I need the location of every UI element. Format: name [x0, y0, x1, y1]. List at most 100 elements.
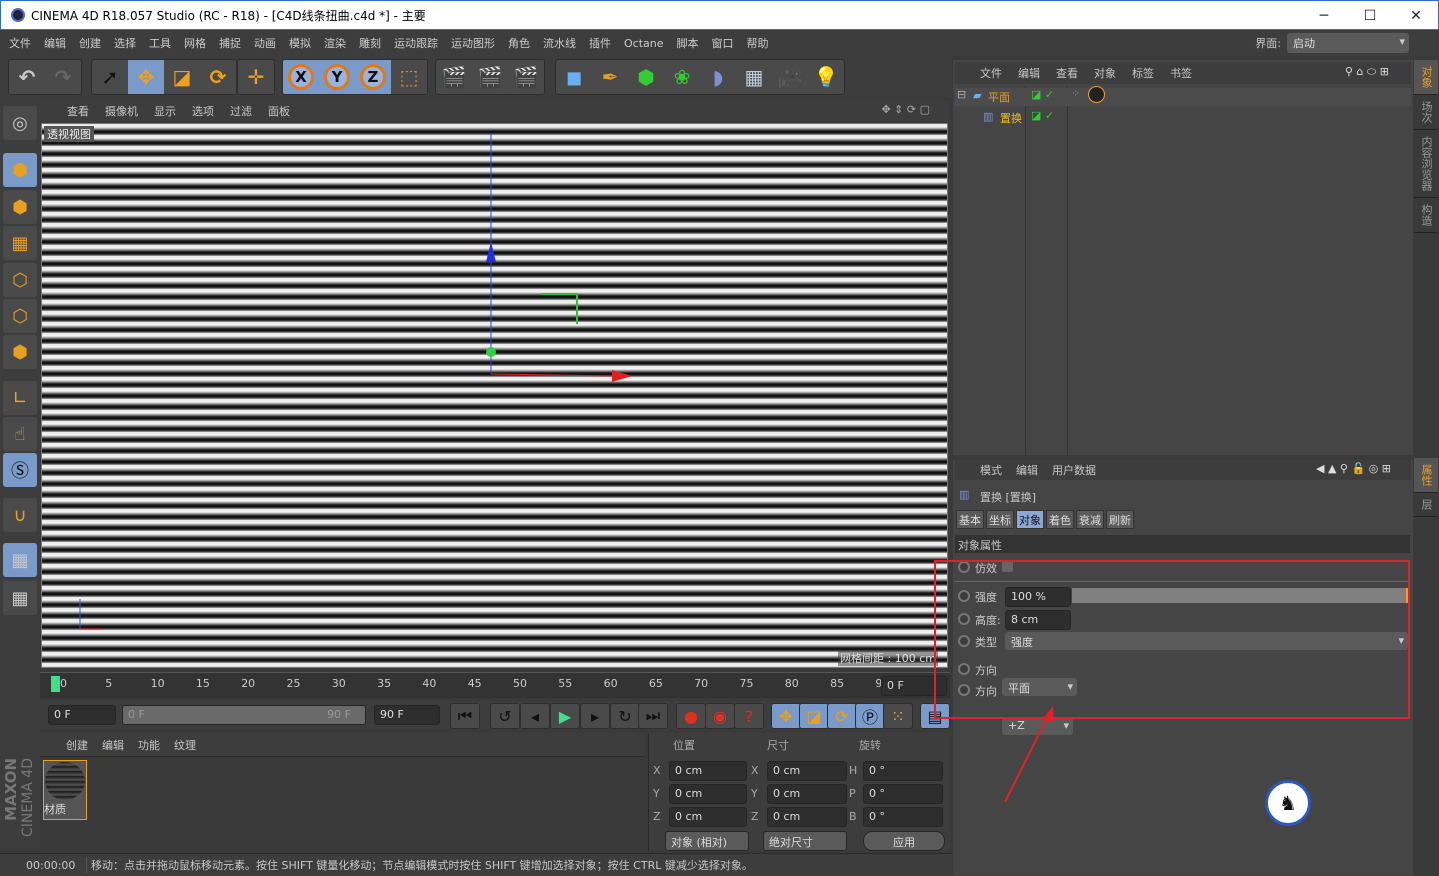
- viewport-menu-options[interactable]: 选项: [192, 105, 214, 118]
- strength-anim-icon[interactable]: [958, 590, 970, 602]
- close-button[interactable]: ✕: [1410, 8, 1422, 24]
- direction2-anim-icon[interactable]: [958, 684, 970, 696]
- coordinate-system-icon[interactable]: ⬚: [391, 60, 427, 94]
- prev-key-icon[interactable]: ↺: [490, 703, 520, 729]
- direction-anim-icon[interactable]: [958, 663, 970, 675]
- start-frame-field[interactable]: 0 F: [48, 705, 116, 725]
- planar-workplane-icon[interactable]: ▦: [3, 581, 37, 615]
- texture-mode-icon[interactable]: ⬢: [3, 190, 37, 224]
- attr-tab-object[interactable]: 对象: [1016, 510, 1044, 529]
- object-mode-icon[interactable]: ⬢: [3, 153, 37, 187]
- am-menu-edit[interactable]: 编辑: [1016, 464, 1038, 477]
- direction-dropdown[interactable]: 平面: [1002, 678, 1077, 696]
- om-menu-view[interactable]: 查看: [1056, 67, 1078, 80]
- playhead[interactable]: [51, 676, 60, 692]
- tab-attributes[interactable]: 属性: [1414, 458, 1438, 493]
- menu-create[interactable]: 创建: [79, 37, 101, 50]
- attr-tab-refresh[interactable]: 刷新: [1106, 510, 1134, 529]
- model-mode-icon[interactable]: ◎: [3, 106, 37, 140]
- keyframe-selection-icon[interactable]: ?: [734, 703, 764, 729]
- go-to-start-icon[interactable]: ⏮: [450, 703, 480, 729]
- rotation-field[interactable]: 0 °: [863, 784, 943, 804]
- coord-mode-dropdown[interactable]: 对象 (相对): [665, 831, 749, 851]
- type-dropdown[interactable]: 强度: [1005, 632, 1408, 650]
- viewport-menu-view[interactable]: 查看: [67, 105, 89, 118]
- tab-layers[interactable]: 层: [1414, 493, 1438, 517]
- menu-pipeline[interactable]: 流水线: [543, 37, 576, 50]
- magnet-icon[interactable]: ∪: [3, 498, 37, 532]
- am-menu-userdata[interactable]: 用户数据: [1052, 464, 1096, 477]
- position-field[interactable]: 0 cm: [669, 784, 747, 804]
- viewport-menu-camera[interactable]: 摄像机: [105, 105, 138, 118]
- rotation-field[interactable]: 0 °: [863, 761, 943, 781]
- om-menu-bookmarks[interactable]: 书签: [1170, 67, 1192, 80]
- menu-help[interactable]: 帮助: [746, 37, 769, 50]
- menu-snap[interactable]: 捕捉: [219, 37, 241, 50]
- subdivision-icon[interactable]: ⬢: [637, 65, 655, 89]
- plane-visibility-icon[interactable]: ◪ ✓: [1031, 88, 1055, 101]
- workplane-icon[interactable]: ▦: [3, 226, 37, 260]
- pivot-handle[interactable]: [486, 347, 496, 357]
- menu-animate[interactable]: 动画: [254, 37, 276, 50]
- y-axis-lock-icon[interactable]: Y: [324, 64, 350, 90]
- select-tool-icon[interactable]: ➚: [101, 65, 119, 89]
- strength-slider[interactable]: [1072, 588, 1408, 603]
- move-tool-icon[interactable]: ✥: [128, 60, 164, 94]
- om-menu-edit[interactable]: 编辑: [1018, 67, 1040, 80]
- rotation-handle[interactable]: [542, 293, 578, 324]
- edges-mode-icon[interactable]: ⬡: [3, 299, 37, 333]
- camera-icon[interactable]: 🎥: [777, 65, 803, 89]
- menu-simulate[interactable]: 模拟: [289, 37, 311, 50]
- tab-objects[interactable]: 对象: [1414, 60, 1438, 95]
- menu-motion-tracking[interactable]: 运动跟踪: [394, 37, 438, 50]
- material-menu-create[interactable]: 创建: [66, 738, 88, 752]
- polygons-mode-icon[interactable]: ⬢: [3, 335, 37, 369]
- snap-icon[interactable]: Ⓢ: [3, 453, 37, 487]
- menu-mesh[interactable]: 网格: [184, 37, 206, 50]
- menu-script[interactable]: 脚本: [676, 37, 699, 50]
- timeline-ruler[interactable]: 051015202530354045505560657075808590: [40, 672, 950, 698]
- x-axis-lock-icon[interactable]: X: [288, 64, 314, 90]
- position-field[interactable]: 0 cm: [669, 807, 747, 827]
- object-displacer[interactable]: 置换: [1000, 112, 1022, 125]
- end-frame-field[interactable]: 90 F: [374, 705, 440, 725]
- viewport-nav-icons[interactable]: ✥ ⇕ ⟳ ▢: [881, 103, 930, 116]
- menu-tools[interactable]: 工具: [149, 37, 171, 50]
- material-menu-texture[interactable]: 纹理: [174, 738, 196, 752]
- scale-tool-icon[interactable]: ◪: [172, 65, 192, 89]
- am-nav-icons[interactable]: ◀ ▲ ⚲ 🔓 ◎ ⊞: [1316, 462, 1391, 475]
- tab-takes[interactable]: 场次: [1414, 95, 1438, 130]
- layout-dropdown[interactable]: 启动: [1287, 33, 1409, 53]
- attr-tab-falloff[interactable]: 衰减: [1076, 510, 1104, 529]
- height-field[interactable]: 8 cm: [1005, 610, 1071, 630]
- menu-window[interactable]: 窗口: [711, 37, 734, 50]
- render-picture-viewer-icon[interactable]: 🎬: [477, 65, 503, 89]
- viewport-menu-panel[interactable]: 面板: [268, 105, 290, 118]
- phong-tag-icon[interactable]: ⁘: [1071, 87, 1081, 100]
- key-position-icon[interactable]: ✥: [771, 703, 801, 729]
- key-rotation-icon[interactable]: ⟳: [827, 703, 857, 729]
- material-menu-function[interactable]: 功能: [138, 738, 160, 752]
- render-settings-icon[interactable]: 🎬: [513, 65, 539, 89]
- attr-tab-shading[interactable]: 着色: [1046, 510, 1074, 529]
- size-mode-dropdown[interactable]: 绝对尺寸: [763, 831, 847, 851]
- autokey-icon[interactable]: ◉: [705, 703, 735, 729]
- position-field[interactable]: 0 cm: [669, 761, 747, 781]
- z-axis-lock-icon[interactable]: Z: [360, 64, 386, 90]
- menu-select[interactable]: 选择: [114, 37, 136, 50]
- 3d-viewport[interactable]: [41, 123, 948, 668]
- attr-tab-coord[interactable]: 坐标: [986, 510, 1014, 529]
- emulate-checkbox[interactable]: [1002, 561, 1013, 572]
- object-plane[interactable]: 平面: [988, 91, 1010, 104]
- menu-edit[interactable]: 编辑: [44, 37, 66, 50]
- displacer-visibility-icon[interactable]: ◪ ✓: [1031, 109, 1055, 122]
- menu-character[interactable]: 角色: [508, 37, 530, 50]
- undo-icon[interactable]: ↶: [18, 65, 36, 89]
- tab-structure[interactable]: 构造: [1414, 198, 1438, 233]
- size-field[interactable]: 0 cm: [767, 807, 847, 827]
- go-to-end-icon[interactable]: ⏭: [638, 703, 668, 729]
- redo-icon[interactable]: ↷: [54, 65, 72, 89]
- prev-frame-icon[interactable]: ◂: [520, 703, 550, 729]
- next-frame-icon[interactable]: ▸: [580, 703, 610, 729]
- deformer-icon[interactable]: ◗: [712, 65, 724, 89]
